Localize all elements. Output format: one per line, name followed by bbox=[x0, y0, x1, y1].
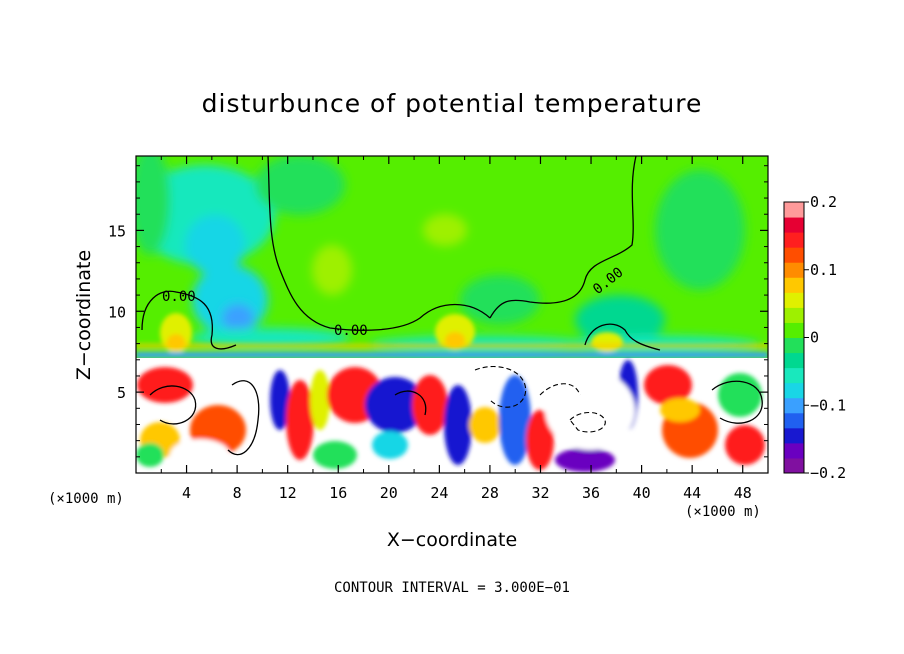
green-patch-left bbox=[136, 156, 170, 255]
eddy-green-3 bbox=[718, 373, 762, 417]
x-tick-label: 12 bbox=[279, 484, 297, 502]
cyan-plume-left-core bbox=[185, 215, 245, 275]
eddy-yellow-4 bbox=[660, 398, 700, 422]
eddy-yellow-2 bbox=[310, 370, 330, 430]
green-patch-right bbox=[655, 170, 745, 290]
y-unit-label: (×1000 m) bbox=[48, 491, 124, 507]
contour-zero-left bbox=[141, 290, 237, 350]
contour-eddy-left bbox=[149, 385, 197, 425]
eddy-blue-1 bbox=[270, 370, 290, 430]
colorbar bbox=[784, 202, 804, 474]
contour-lines bbox=[141, 156, 763, 456]
x-tick-label: 32 bbox=[531, 484, 549, 502]
contour-interval-note: CONTOUR INTERVAL = 3.000E−01 bbox=[334, 580, 570, 596]
colorbar-swatch bbox=[784, 217, 804, 233]
x-tick-label: 36 bbox=[582, 484, 600, 502]
x-tick-label: 4 bbox=[182, 484, 191, 502]
eddy-white-1 bbox=[545, 370, 635, 450]
eddy-red-1 bbox=[137, 367, 193, 403]
contour-eddy-right bbox=[711, 380, 763, 424]
colorbar-swatch bbox=[784, 397, 804, 414]
colorbar-swatch bbox=[784, 307, 804, 323]
plot-area bbox=[136, 156, 768, 473]
colorbar-swatch bbox=[784, 367, 804, 384]
colorbar-swatch bbox=[784, 292, 804, 308]
eddy-blue-4 bbox=[499, 375, 531, 465]
yellow-green-blob-1 bbox=[312, 245, 352, 295]
yellow-green-blob-2 bbox=[423, 214, 467, 246]
colorbar-swatch bbox=[784, 322, 804, 338]
contour-neg-2 bbox=[569, 411, 606, 433]
blue-core-left bbox=[222, 304, 254, 332]
colorbar-swatch bbox=[784, 457, 804, 474]
x-axis-label: X−coordinate bbox=[387, 529, 517, 551]
contour-neg-3 bbox=[539, 383, 581, 396]
x-tick-label: 44 bbox=[683, 484, 701, 502]
colorbar-swatch bbox=[784, 382, 804, 399]
colorbar-ticks: 0.2 0.1 0 −0.1 −0.2 bbox=[804, 193, 846, 482]
contour-label-left: 0.00 bbox=[162, 289, 196, 305]
plot-frame bbox=[135, 155, 769, 474]
eddy-red-9 bbox=[725, 425, 765, 465]
chart-title: disturbunce of potential temperature bbox=[202, 89, 703, 118]
orange-band bbox=[136, 343, 768, 349]
x-tick-label: 40 bbox=[633, 484, 651, 502]
eddy-yellow-3 bbox=[469, 407, 501, 443]
warm-lobes bbox=[136, 313, 768, 358]
boundary-eddies bbox=[136, 360, 765, 472]
x-axis-ticks: 4 8 12 16 20 24 28 32 36 40 44 48 bbox=[160, 156, 752, 502]
contour-zero-center bbox=[267, 156, 491, 331]
colorbar-swatch bbox=[784, 442, 804, 459]
eddy-red-6 bbox=[526, 410, 554, 470]
eddy-cyan-1 bbox=[372, 431, 408, 459]
contour-eddy-mid bbox=[227, 380, 260, 456]
x-tick-label: 20 bbox=[380, 484, 398, 502]
x-tick-label: 8 bbox=[233, 484, 242, 502]
y-tick-label: 15 bbox=[108, 222, 126, 240]
colorbar-tick-label: −0.2 bbox=[810, 464, 846, 482]
colorbar-swatch bbox=[784, 337, 804, 354]
colorbar-swatch bbox=[784, 232, 804, 248]
colorbar-swatch bbox=[784, 247, 804, 263]
colorbar-tick-label: 0 bbox=[810, 329, 819, 347]
colorbar-swatch bbox=[784, 427, 804, 444]
x-tick-label: 16 bbox=[329, 484, 347, 502]
eddy-white-2 bbox=[170, 439, 230, 471]
colorbar-swatch bbox=[784, 412, 804, 429]
blue-band bbox=[136, 352, 768, 358]
eddy-red-3 bbox=[286, 380, 314, 460]
eddy-violet-1 bbox=[555, 448, 615, 472]
contour-lines-negative bbox=[474, 366, 606, 433]
colorbar-tick-label: 0.1 bbox=[810, 261, 837, 279]
contour-neg-1 bbox=[474, 366, 527, 408]
y-axis-ticks: 5 10 15 bbox=[108, 165, 768, 458]
green-patch-top bbox=[255, 156, 345, 215]
colorbar-tick-label: −0.1 bbox=[810, 396, 846, 414]
eddy-blue-3 bbox=[444, 385, 472, 465]
y-axis-label: Z−coordinate bbox=[73, 250, 95, 380]
green-patch-right2 bbox=[575, 295, 665, 345]
y-tick-label: 5 bbox=[117, 384, 126, 402]
x-tick-label: 48 bbox=[734, 484, 752, 502]
eddy-red-7 bbox=[644, 365, 692, 405]
y-tick-label: 10 bbox=[108, 303, 126, 321]
contour-label-center: 0.00 bbox=[334, 323, 368, 339]
colorbar-swatch bbox=[784, 352, 804, 369]
colorbar-swatch bbox=[784, 277, 804, 293]
green-patch-mid bbox=[460, 275, 540, 325]
x-tick-label: 24 bbox=[430, 484, 448, 502]
contour-eddy-center bbox=[394, 390, 427, 416]
contour-zero-right-lobe bbox=[584, 323, 661, 351]
eddy-green-1 bbox=[136, 443, 164, 467]
eddy-green-2 bbox=[313, 441, 357, 469]
eddy-red-5 bbox=[412, 375, 448, 435]
colorbar-swatch bbox=[784, 262, 804, 278]
colorbar-swatch bbox=[784, 202, 804, 218]
colorbar-tick-label: 0.2 bbox=[810, 193, 837, 211]
contour-zero-right bbox=[489, 156, 637, 319]
x-unit-label: (×1000 m) bbox=[685, 504, 761, 520]
x-tick-label: 28 bbox=[481, 484, 499, 502]
